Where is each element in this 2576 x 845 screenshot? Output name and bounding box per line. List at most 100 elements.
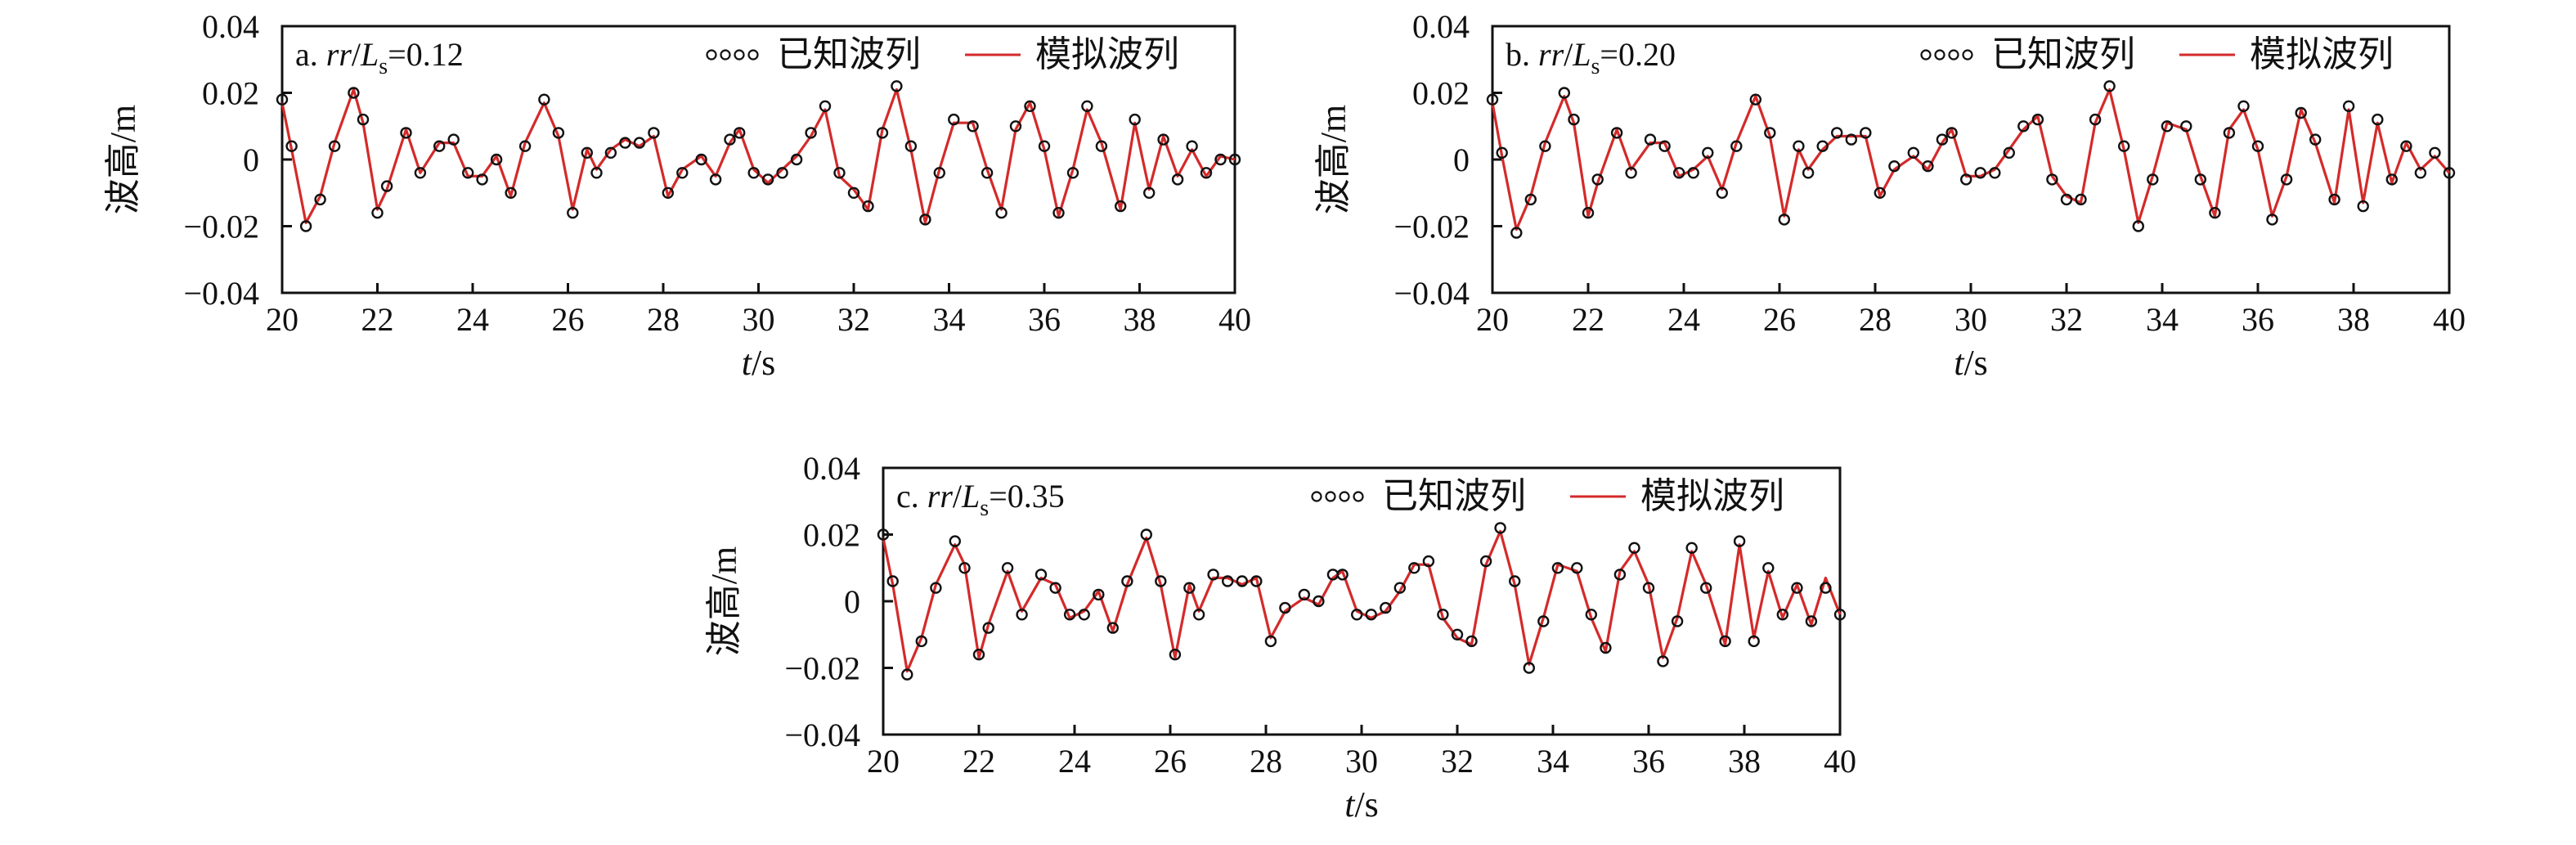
known-wave-point	[1888, 160, 1901, 173]
legend-marker-known	[1325, 491, 1336, 502]
known-wave-point	[2031, 113, 2044, 126]
x-tick-label: 28	[1250, 743, 1282, 780]
x-tick-label: 32	[2050, 301, 2083, 338]
known-wave-point	[2414, 167, 2427, 179]
legend-label-known: 已知波列	[1991, 34, 2135, 75]
x-axis-unit: /s	[1963, 343, 1987, 383]
panel-var: rr	[326, 36, 352, 73]
known-wave-point	[1221, 575, 1234, 587]
y-tick-label: 0.04	[202, 8, 259, 45]
known-wave-point	[1642, 582, 1655, 594]
x-tick-label: 38	[1124, 301, 1156, 338]
known-wave-point	[357, 113, 370, 126]
x-tick-label: 36	[1632, 743, 1665, 780]
known-wave-point	[1121, 575, 1133, 587]
panel-symbol: L	[961, 478, 980, 515]
known-wave-point	[1945, 127, 1958, 139]
known-wave-point	[886, 575, 899, 587]
legend-label-simulated: 模拟波列	[1035, 34, 1179, 75]
known-wave-point	[1106, 622, 1120, 634]
known-wave-point	[1279, 601, 1291, 614]
x-tick-label: 22	[361, 301, 394, 338]
panel-value: =0.35	[989, 478, 1065, 515]
known-wave-point	[1524, 193, 1537, 206]
known-wave-point	[949, 535, 962, 547]
known-wave-point	[590, 167, 603, 179]
panel-var: rr	[1538, 36, 1564, 73]
known-wave-point	[1129, 113, 1141, 126]
legend-label-simulated: 模拟波列	[2250, 34, 2394, 75]
x-tick-label: 20	[266, 301, 298, 338]
known-wave-point	[1078, 609, 1090, 621]
known-wave-point	[1336, 569, 1349, 581]
panel-subscript: s	[379, 54, 388, 79]
y-axis-label: 波高/m	[1313, 105, 1353, 214]
known-wave-point	[1749, 93, 1762, 106]
y-tick-label: 0.02	[1412, 75, 1470, 112]
known-wave-point	[1063, 609, 1076, 621]
known-wave-point	[958, 562, 971, 574]
known-wave-point	[1171, 173, 1184, 186]
known-wave-point	[581, 146, 593, 160]
known-wave-point	[1422, 555, 1435, 568]
x-tick-label: 36	[2242, 301, 2274, 338]
y-tick-label: −0.02	[784, 650, 860, 687]
known-wave-point	[433, 140, 446, 152]
known-wave-point	[1874, 187, 1887, 200]
panel-prefix: c.	[896, 478, 927, 515]
known-wave-point	[1038, 140, 1051, 152]
known-wave-point	[833, 167, 846, 179]
known-wave-point	[1298, 588, 1311, 601]
known-wave-point	[1610, 127, 1623, 139]
legend-label-known: 已知波列	[777, 34, 921, 75]
y-tick-label: 0	[243, 142, 259, 178]
panel-var: rr	[927, 478, 954, 515]
known-wave-point	[1380, 601, 1392, 614]
legend: 已知波列 模拟波列	[1920, 34, 2394, 75]
x-tick-label: 24	[1058, 743, 1091, 780]
panel-slash: /	[352, 36, 361, 73]
legend-marker-known	[747, 49, 759, 61]
known-wave-point	[972, 649, 985, 661]
known-wave-point	[676, 167, 689, 179]
panel-c: 20 22 24 26 28 30 32 34 36 38 40 0.04 0.02 0 −0.02 −0.0…	[704, 450, 1856, 825]
known-wave-point	[538, 93, 550, 106]
known-wave-point	[1687, 167, 1699, 179]
known-wave-point	[1657, 655, 1669, 667]
known-wave-point	[1313, 595, 1325, 608]
known-wave-point	[1613, 569, 1627, 581]
known-wave-point	[2117, 140, 2130, 152]
x-tick-label: 34	[2146, 301, 2179, 338]
known-wave-point	[2385, 173, 2399, 186]
x-axis-var: t	[742, 343, 753, 383]
known-wave-point	[2180, 120, 2192, 133]
y-tick-label: 0.02	[803, 517, 860, 554]
known-wave-point	[1437, 609, 1449, 621]
known-wave-point	[2223, 127, 2236, 139]
known-wave-point	[1551, 562, 1564, 574]
known-wave-point	[1523, 662, 1536, 674]
known-wave-point	[1393, 582, 1407, 594]
known-wave-point	[2295, 106, 2307, 119]
x-tick-label: 40	[2433, 301, 2466, 338]
known-wave-point	[2132, 220, 2145, 232]
known-wave-point	[1350, 609, 1363, 621]
known-wave-point	[1685, 542, 1698, 554]
known-wave-point	[1408, 562, 1420, 574]
known-wave-point	[891, 80, 903, 92]
y-tick-label: −0.04	[183, 275, 259, 312]
known-wave-point	[1142, 187, 1156, 200]
known-wave-point	[2342, 100, 2355, 113]
known-wave-point	[1989, 167, 2001, 179]
known-wave-point	[2060, 193, 2073, 206]
known-wave-point	[1140, 528, 1153, 541]
known-wave-point	[1537, 615, 1550, 627]
known-wave-point	[1571, 562, 1583, 574]
known-wave-point	[1024, 100, 1036, 113]
known-wave-point	[695, 153, 707, 166]
known-wave-point	[981, 167, 994, 179]
known-wave-point	[1192, 609, 1205, 621]
known-wave-point	[2372, 113, 2384, 126]
legend-marker-known	[1920, 49, 1932, 61]
known-wave-point	[1600, 641, 1612, 654]
